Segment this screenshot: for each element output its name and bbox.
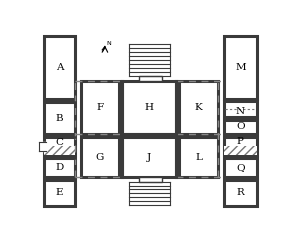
Text: J: J bbox=[147, 153, 151, 162]
Bar bbox=[122, 81, 176, 134]
Bar bbox=[224, 158, 257, 177]
Bar bbox=[80, 137, 119, 177]
Text: F: F bbox=[96, 103, 103, 112]
Bar bbox=[224, 146, 257, 155]
Text: Q: Q bbox=[236, 163, 245, 172]
Bar bbox=[139, 177, 162, 182]
Text: K: K bbox=[195, 103, 203, 112]
Bar bbox=[80, 81, 119, 134]
Text: N: N bbox=[107, 41, 112, 46]
Text: D: D bbox=[56, 163, 64, 172]
Text: P: P bbox=[237, 137, 244, 146]
Bar bbox=[224, 137, 257, 155]
Bar bbox=[122, 137, 176, 177]
Bar bbox=[179, 137, 218, 177]
Text: A: A bbox=[56, 63, 63, 72]
Text: M: M bbox=[235, 63, 246, 72]
Bar bbox=[179, 81, 218, 134]
Text: G: G bbox=[95, 153, 104, 162]
Bar bbox=[44, 158, 75, 177]
Bar bbox=[224, 36, 257, 99]
Text: H: H bbox=[145, 103, 154, 112]
Bar bbox=[44, 137, 75, 155]
Bar bbox=[39, 142, 46, 151]
Text: B: B bbox=[56, 114, 63, 123]
Bar bbox=[44, 102, 75, 134]
Bar bbox=[44, 180, 75, 206]
Text: L: L bbox=[195, 153, 202, 162]
Text: N: N bbox=[236, 107, 245, 116]
Bar bbox=[224, 102, 257, 117]
Bar bbox=[224, 120, 257, 134]
Bar bbox=[139, 76, 162, 81]
Text: O: O bbox=[236, 122, 245, 131]
Bar bbox=[224, 180, 257, 206]
Text: C: C bbox=[56, 138, 64, 147]
Text: R: R bbox=[236, 188, 244, 197]
Bar bbox=[44, 36, 75, 99]
Bar bbox=[44, 146, 75, 155]
Text: E: E bbox=[56, 188, 63, 197]
